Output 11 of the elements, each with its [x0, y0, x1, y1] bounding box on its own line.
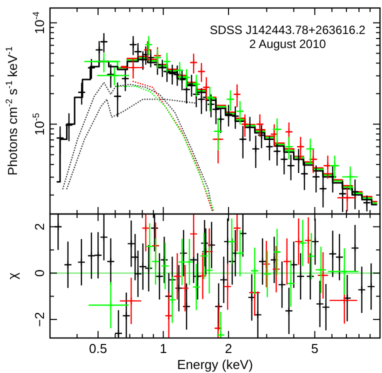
x-tick-label: 0.5 [89, 341, 108, 356]
x-tick-label: 5 [311, 341, 318, 356]
x-axis-title: Energy (keV) [177, 357, 253, 372]
y-tick-label: −2 [32, 312, 47, 327]
y-tick-label: 0 [32, 269, 47, 277]
x-tick-label: 1 [160, 341, 167, 356]
annotation: 2 August 2010 [249, 37, 326, 51]
annotation: SDSS J142443.78+263616.2 [210, 23, 366, 37]
y-tick-label: 2 [32, 223, 47, 230]
y-axis-title: χ [5, 272, 20, 280]
x-tick-label: 2 [224, 341, 232, 356]
